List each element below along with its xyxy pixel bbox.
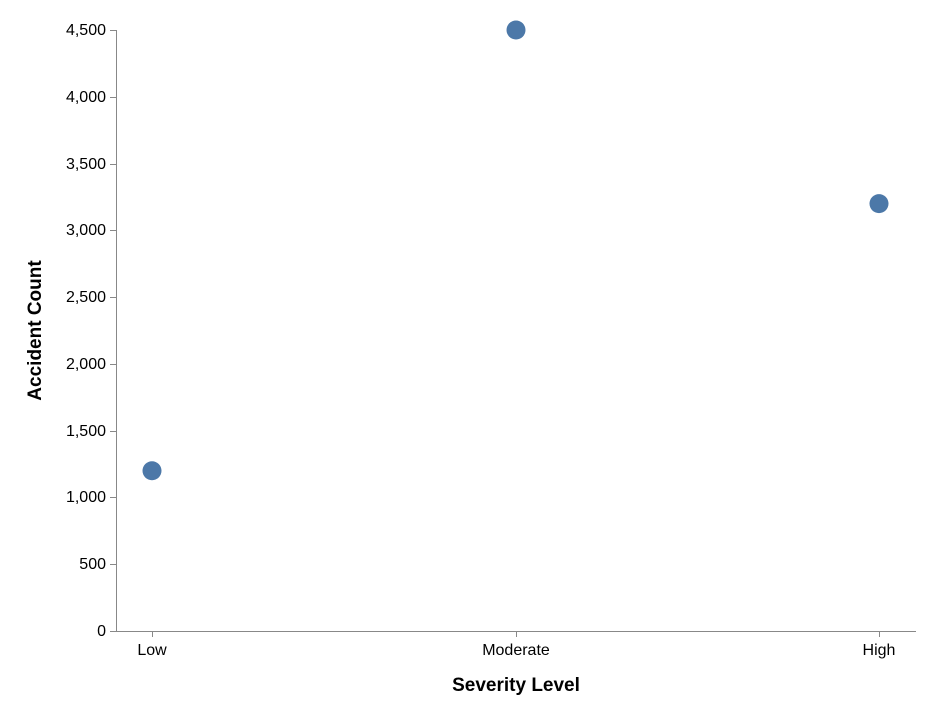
x-tick-label: High — [863, 642, 896, 659]
y-tick-label: 4,000 — [66, 89, 106, 106]
x-axis: Low Moderate High Severity Level — [116, 631, 916, 696]
y-axis-ticks: 0 500 1,000 1,500 2,000 2,500 3,000 3,500 4,000 4… — [66, 22, 116, 640]
x-axis-title: Severity Level — [452, 675, 580, 696]
y-tick-label: 2,000 — [66, 356, 106, 373]
x-tick-label: Moderate — [482, 642, 550, 659]
x-tick-label: Low — [137, 642, 167, 659]
data-point-high[interactable] — [869, 194, 889, 214]
y-tick-label: 4,500 — [66, 22, 106, 39]
y-tick-label: 1,500 — [66, 423, 106, 440]
y-tick-label: 500 — [79, 556, 106, 573]
y-axis-title: Accident Count — [25, 260, 46, 401]
y-tick-label: 0 — [97, 623, 106, 640]
y-tick-label: 3,000 — [66, 222, 106, 239]
y-tick-label: 2,500 — [66, 289, 106, 306]
y-tick-label: 1,000 — [66, 489, 106, 506]
data-point-moderate[interactable] — [506, 20, 526, 40]
y-tick-label: 3,500 — [66, 156, 106, 173]
y-axis: 0 500 1,000 1,500 2,000 2,500 3,000 3,500 4,000 4… — [25, 22, 117, 640]
data-points — [142, 20, 889, 481]
x-axis-ticks: Low Moderate High — [137, 631, 895, 659]
data-point-low[interactable] — [142, 461, 162, 481]
